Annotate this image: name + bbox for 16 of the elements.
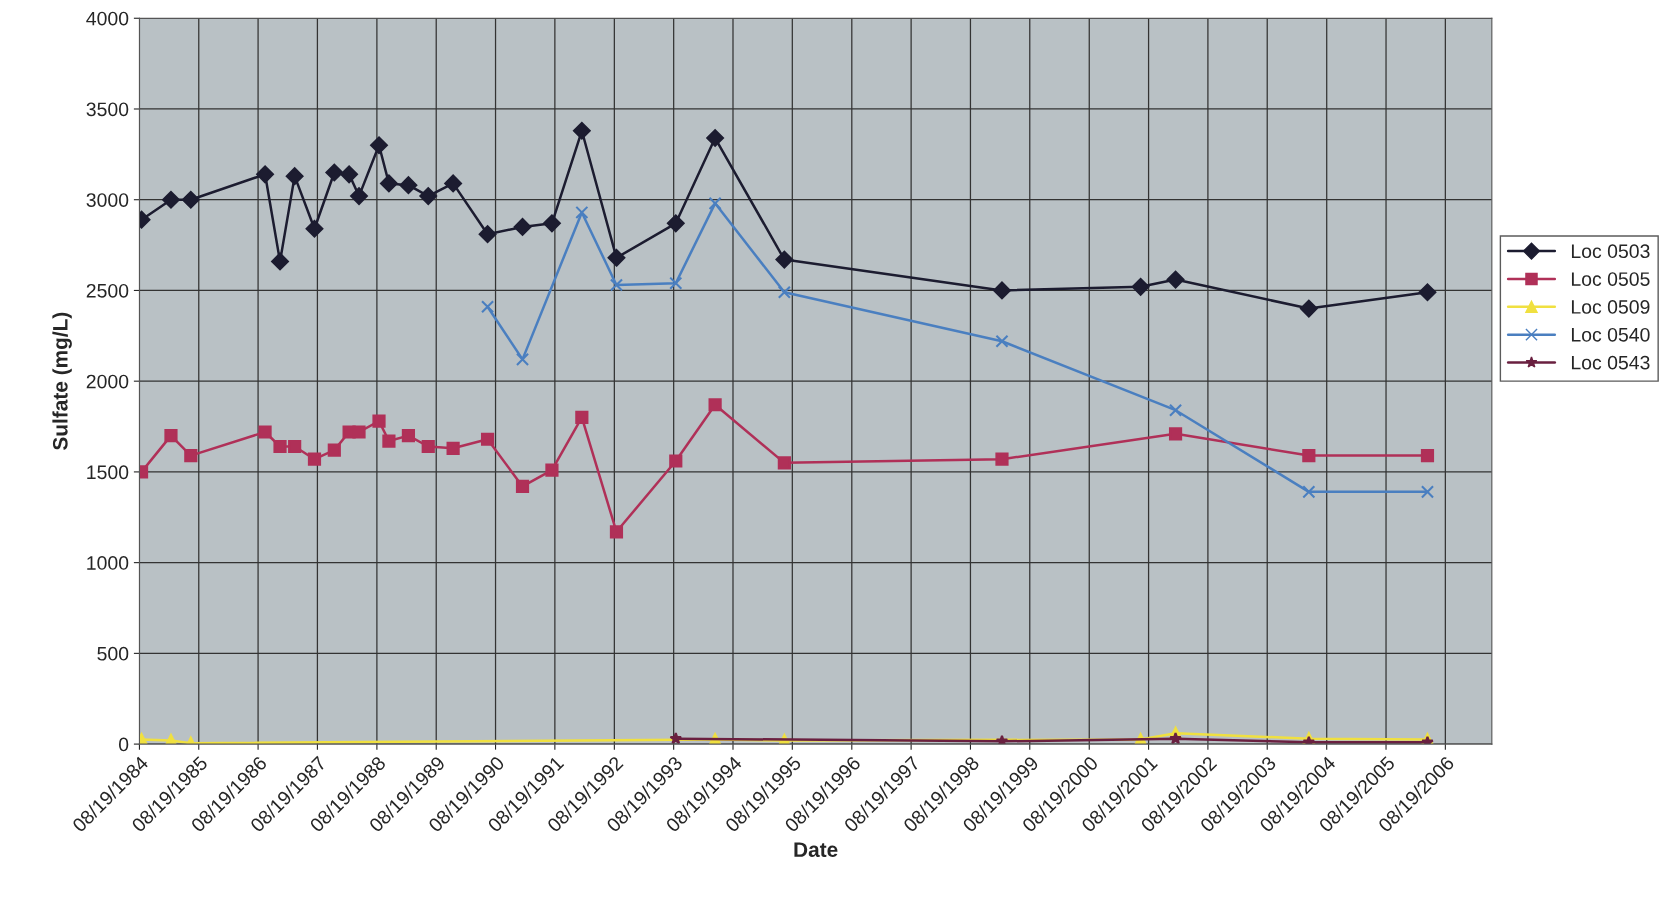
legend-label: Loc 0509 [1571, 300, 1650, 314]
y-tick-label: 3500 [86, 102, 129, 117]
legend-label: Loc 0505 [1571, 272, 1650, 286]
y-tick-label: 3000 [86, 193, 129, 207]
y-tick-label: 1500 [87, 465, 129, 480]
y-tick-label: 2000 [86, 374, 129, 389]
y-tick-label: 4000 [86, 11, 129, 26]
y-tick-label: 500 [97, 646, 129, 661]
y-tick-label: 0 [118, 737, 129, 752]
x-axis-title: Date [794, 842, 838, 857]
legend-label: Loc 0543 [1571, 355, 1650, 370]
y-tick-label: 2500 [86, 283, 129, 298]
legend-label: Loc 0503 [1571, 244, 1650, 259]
y-tick-label: 1000 [87, 556, 129, 570]
y-axis-title: Sulfate (mg/L) [52, 312, 72, 451]
legend-label: Loc 0540 [1571, 327, 1650, 342]
